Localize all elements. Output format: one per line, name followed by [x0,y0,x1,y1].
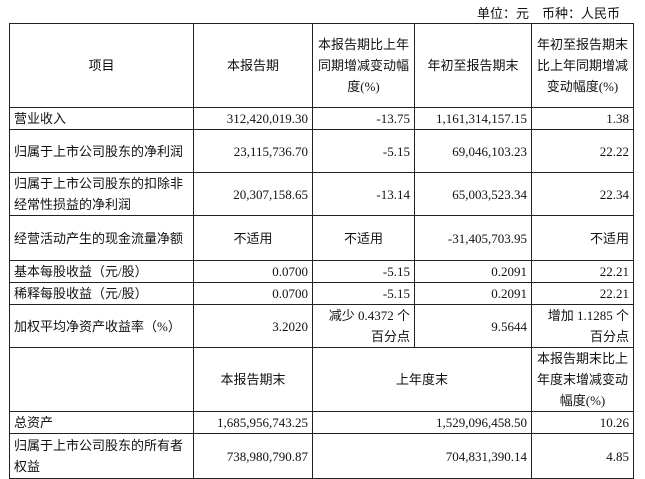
cell: 22.21 [531,260,634,283]
table-row: 归属于上市公司股东的扣除非经常性损益的净利润 20,307,158.65 -13… [9,172,634,216]
row-label: 稀释每股收益（元/股） [9,282,194,305]
cell: -31,405,703.95 [414,215,532,261]
table-row: 基本每股收益（元/股） 0.0700 -5.15 0.2091 22.21 [9,260,634,283]
table-row: 经营活动产生的现金流量净额 不适用 不适用 -31,405,703.95 不适用 [9,215,634,261]
cell: 312,420,019.30 [193,107,313,130]
cell: 不适用 [531,215,634,261]
cell: 23,115,736.70 [193,129,313,173]
cell: 65,003,523.34 [414,172,532,216]
cell: 1,161,314,157.15 [414,107,532,130]
cell: 增加 1.1285 个百分点 [531,304,634,348]
row-label: 基本每股收益（元/股） [9,260,194,283]
cell: 20,307,158.65 [193,172,313,216]
row-label: 归属于上市公司股东的所有者权益 [9,433,194,479]
cell: 22.22 [531,129,634,173]
cell: 减少 0.4372 个百分点 [312,304,415,348]
cell: 0.0700 [193,282,313,305]
table-row: 加权平均净资产收益率（%） 3.2020 减少 0.4372 个百分点 9.56… [9,304,634,348]
financial-data-table: 项目 本报告期 本报告期比上年同期增减变动幅度(%) 年初至报告期末 年初至报告… [9,23,634,479]
cell: 69,046,103.23 [414,129,532,173]
cell: 704,831,390.14 [312,433,532,479]
cell: 22.34 [531,172,634,216]
table-row: 营业收入 312,420,019.30 -13.75 1,161,314,157… [9,107,634,130]
row-label: 归属于上市公司股东的扣除非经常性损益的净利润 [9,172,194,216]
row-label: 归属于上市公司股东的净利润 [9,129,194,173]
cell: 不适用 [312,215,415,261]
cell: 1,529,096,458.50 [312,411,532,434]
cell: -13.75 [312,107,415,130]
table-row: 稀释每股收益（元/股） 0.0700 -5.15 0.2091 22.21 [9,282,634,305]
cell: 1.38 [531,107,634,130]
cell: 3.2020 [193,304,313,348]
table-row: 归属于上市公司股东的所有者权益 738,980,790.87 704,831,3… [9,433,634,479]
cell: 10.26 [531,411,634,434]
row-label: 经营活动产生的现金流量净额 [9,215,194,261]
cell: 22.21 [531,282,634,305]
cell: -13.14 [312,172,415,216]
table-row: 总资产 1,685,956,743.25 1,529,096,458.50 10… [9,411,634,434]
cell: 9.5644 [414,304,532,348]
header-row: 项目 本报告期 本报告期比上年同期增减变动幅度(%) 年初至报告期末 年初至报告… [9,23,634,108]
cell: 4.85 [531,433,634,479]
header-current-change: 本报告期比上年同期增减变动幅度(%) [312,23,415,108]
table-row: 归属于上市公司股东的净利润 23,115,736.70 -5.15 69,046… [9,129,634,173]
row-label: 营业收入 [9,107,194,130]
cell: 不适用 [193,215,313,261]
cell: -5.15 [312,129,415,173]
unit-currency-note: 单位：元 币种：人民币 [476,6,620,21]
cell: 0.2091 [414,282,532,305]
row-label: 加权平均净资产收益率（%） [9,304,194,348]
cell: -5.15 [312,282,415,305]
cell: 738,980,790.87 [193,433,313,479]
row-label: 总资产 [9,411,194,434]
header-row-2: 本报告期末 上年度末 本报告期末比上年度末增减变动幅度(%) [9,347,634,412]
cell: 0.0700 [193,260,313,283]
header-ytd: 年初至报告期末 [414,23,532,108]
cell: -5.15 [312,260,415,283]
header-item: 项目 [9,23,194,108]
cell: 1,685,956,743.25 [193,411,313,434]
cell: 0.2091 [414,260,532,283]
header-ytd-change: 年初至报告期末比上年同期增减变动幅度(%) [531,23,634,108]
header2-change: 本报告期末比上年度末增减变动幅度(%) [531,347,634,412]
header2-item [9,347,194,412]
header-current-period: 本报告期 [193,23,313,108]
header2-prior-year-end: 上年度末 [312,347,532,412]
header2-period-end: 本报告期末 [193,347,313,412]
